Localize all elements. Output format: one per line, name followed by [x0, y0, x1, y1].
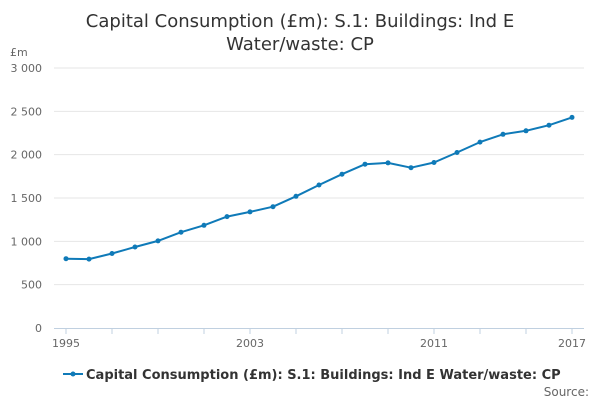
data-point[interactable]	[201, 222, 207, 228]
y-axis-unit-label: £m	[10, 46, 28, 59]
data-point[interactable]	[316, 182, 322, 188]
data-point[interactable]	[247, 209, 253, 215]
y-tick-label: 3 000	[11, 62, 43, 75]
data-point[interactable]	[362, 161, 368, 167]
legend-point-marker	[70, 371, 76, 377]
x-tick-label: 1995	[52, 337, 80, 350]
data-point[interactable]	[454, 150, 460, 155]
y-tick-label: 1 000	[11, 235, 43, 248]
data-point[interactable]	[63, 256, 69, 262]
data-point[interactable]	[500, 131, 506, 137]
chart-title-line-1: Capital Consumption (£m): S.1: Buildings…	[86, 11, 514, 32]
axes: 0 500 1 000 1 500 2 000 2 500 3 000 1995 2003 201…	[11, 62, 587, 350]
data-point[interactable]	[408, 165, 414, 171]
data-point[interactable]	[546, 122, 552, 128]
data-point[interactable]	[431, 160, 437, 165]
data-point[interactable]	[523, 128, 529, 134]
legend-series-label: Capital Consumption (£m): S.1: Buildings…	[86, 368, 561, 383]
y-tick-label: 0	[35, 322, 42, 335]
series-line[interactable]	[65, 116, 573, 261]
legend[interactable]: Capital Consumption (£m): S.1: Buildings…	[63, 368, 561, 383]
data-point[interactable]	[109, 251, 115, 256]
y-tick-label: 500	[21, 279, 42, 292]
data-point[interactable]	[86, 256, 92, 262]
x-tick-label: 2017	[558, 337, 586, 350]
data-point[interactable]	[270, 204, 276, 210]
data-point[interactable]	[224, 214, 230, 220]
data-point[interactable]	[293, 193, 299, 199]
y-tick-label: 1 500	[11, 192, 43, 205]
data-point[interactable]	[339, 171, 345, 177]
data-point[interactable]	[385, 160, 391, 166]
data-point[interactable]	[477, 139, 483, 145]
data-point[interactable]	[132, 244, 138, 250]
data-point[interactable]	[155, 238, 161, 244]
source-label[interactable]: Source:	[544, 385, 589, 399]
data-point[interactable]	[569, 114, 575, 120]
chart-title-line-2: Water/waste: CP	[226, 34, 374, 55]
x-tick-label: 2011	[420, 337, 448, 350]
y-tick-label: 2 500	[11, 105, 43, 118]
data-point[interactable]	[178, 229, 184, 235]
x-tick-label: 2003	[236, 337, 264, 350]
series-layer	[63, 114, 575, 262]
y-tick-label: 2 000	[11, 149, 43, 162]
gridlines	[54, 67, 584, 286]
